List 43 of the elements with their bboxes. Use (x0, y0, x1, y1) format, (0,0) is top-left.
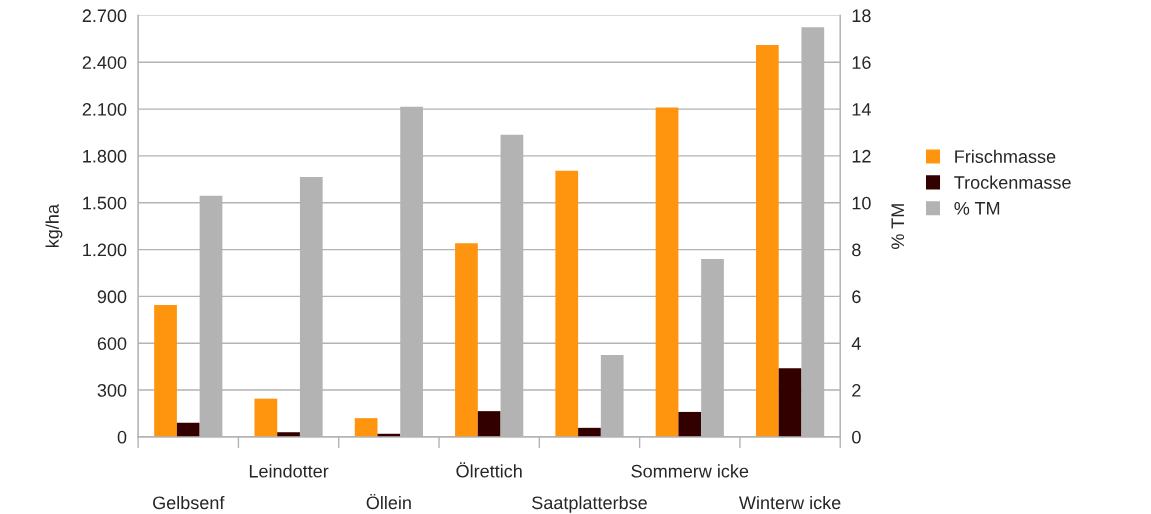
bar (354, 418, 378, 437)
bar (254, 398, 278, 437)
y2-tick-label: 18 (852, 9, 871, 23)
y2-tick-label: 0 (852, 430, 861, 444)
y-tick-label: 1.800 (83, 149, 127, 163)
x-tick-label: Leindotter (249, 464, 329, 478)
bar (655, 107, 679, 437)
legend-label: Trockenmasse (954, 175, 1071, 189)
y-tick-label: 900 (97, 290, 127, 304)
y-axis-title: kg/ha (45, 204, 63, 248)
y2-axis-title: % TM (891, 204, 905, 249)
y2-tick-label: 12 (852, 149, 871, 163)
y2-tick-label: 8 (852, 243, 861, 257)
y-tick-label: 1.500 (83, 196, 127, 210)
x-tick-label: Ölrettich (456, 462, 522, 478)
legend-label: Frischmasse (955, 149, 1056, 163)
x-tick-label: Öllein (366, 493, 411, 510)
bar (477, 411, 501, 437)
y-tick-label: 1.200 (83, 243, 127, 257)
legend-label: % TM (954, 202, 1000, 215)
y-tick-label: 2.100 (82, 103, 127, 116)
bar (678, 411, 702, 437)
y2-tick-label: 6 (852, 290, 861, 304)
x-tick-label: Winterw icke (738, 495, 841, 510)
y2-tick-label: 14 (852, 103, 871, 116)
bar (455, 243, 478, 437)
bar (778, 368, 802, 437)
x-tick-label: Sommerw icke (631, 464, 749, 478)
bar (555, 170, 579, 437)
y-tick-label: 300 (97, 384, 127, 397)
bar (154, 304, 177, 437)
x-tick-label: Saatplatterbse (532, 495, 647, 513)
y-tick-label: 2.400 (82, 56, 127, 69)
y2-tick-label: 10 (852, 196, 871, 210)
y-tick-label: 600 (97, 337, 127, 350)
bar (755, 45, 779, 437)
x-tick-label: Gelbsenf (153, 495, 225, 510)
bar (176, 422, 200, 437)
y2-tick-label: 2 (852, 384, 861, 397)
y2-tick-label: 16 (852, 56, 871, 69)
y2-tick-label: 4 (851, 337, 861, 350)
y-tick-label: 0 (117, 430, 127, 444)
y-tick-label: 2.700 (82, 9, 127, 23)
